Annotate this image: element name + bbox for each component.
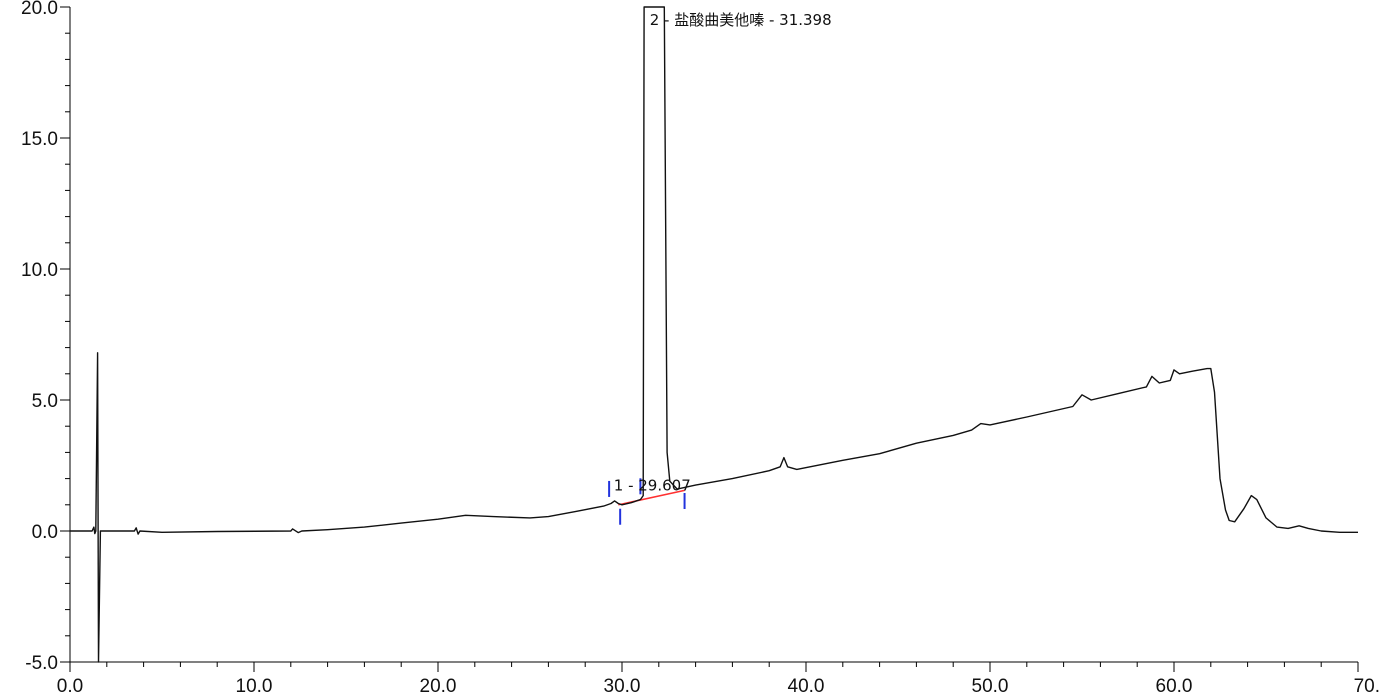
tick-labels: -5.00.05.010.015.020.00.0 10.0 20.0 30.0 40.… [21,0,1380,697]
y-tick-label: 5.0 [32,391,58,412]
integration-markers [608,478,686,525]
x-tick-label: 20.0 [420,676,457,697]
x-tick-label: 70. [1354,676,1380,697]
x-tick-label: 40.0 [788,676,825,697]
x-tick-label: 30.0 [604,676,641,697]
baseline-segment [618,489,685,506]
peak-label-1: 1 - 29.607 [614,476,691,494]
x-tick-label: 0.0 [57,676,83,697]
integration-baseline [618,489,685,506]
x-tick-label: 60.0 [1156,676,1193,697]
y-tick-label: 0.0 [32,522,58,543]
trace-line [70,6,1358,663]
x-tick-label: 50.0 [972,676,1009,697]
y-tick-label: 20.0 [21,0,58,19]
y-tick-label: 15.0 [21,129,58,150]
y-tick-label: -5.0 [25,653,58,674]
peak-label-2: 2 - 盐酸曲美他嗪 - 31.398 [650,11,832,29]
peak-labels: 1 - 29.607 2 - 盐酸曲美他嗪 - 31.398 [614,11,832,494]
tick-marks [60,6,1359,672]
x-tick-label: 10.0 [236,676,273,697]
trace-series [70,6,1358,663]
axes [69,7,1358,663]
y-tick-label: 10.0 [21,260,58,281]
